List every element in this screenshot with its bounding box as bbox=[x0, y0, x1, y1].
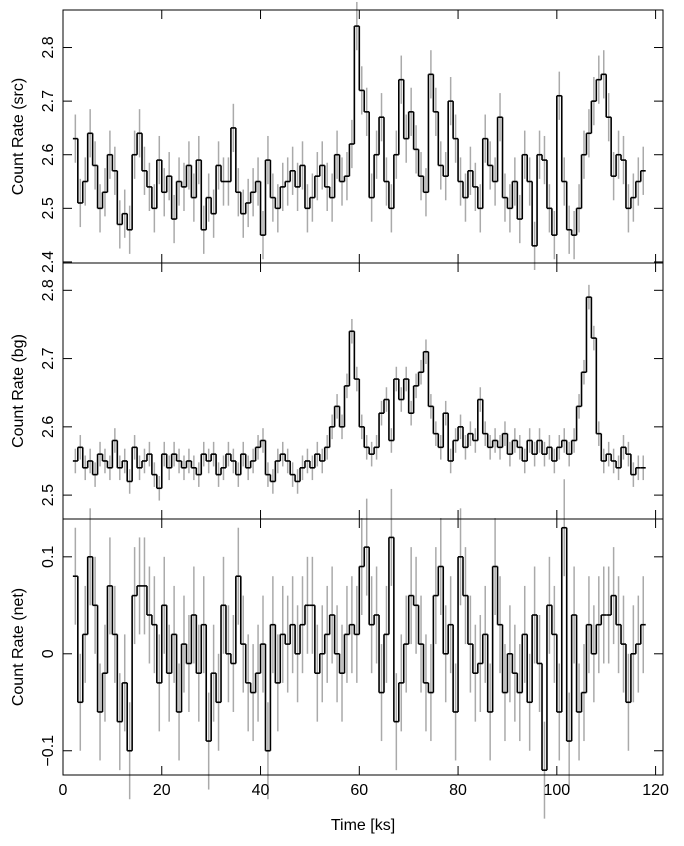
y-tick-label: 2.6 bbox=[40, 144, 57, 166]
panel-frame bbox=[62, 262, 664, 520]
x-tick-label: 0 bbox=[59, 782, 68, 799]
x-tick-label: 120 bbox=[642, 782, 669, 799]
y-tick-label: 2.5 bbox=[40, 484, 57, 506]
y-tick-label: 2.7 bbox=[40, 347, 57, 369]
y-axis-label: Count Rate (bg) bbox=[10, 334, 27, 448]
y-tick-label: 2.8 bbox=[40, 36, 57, 58]
y-tick-label: 0.1 bbox=[40, 546, 57, 568]
x-tick-label: 100 bbox=[543, 782, 570, 799]
x-tick-label: 60 bbox=[350, 782, 368, 799]
y-tick-label: 2.8 bbox=[40, 279, 57, 301]
panel-frame bbox=[62, 518, 664, 776]
y-tick-label: 2.7 bbox=[40, 90, 57, 112]
x-tick-label: 80 bbox=[449, 782, 467, 799]
y-tick-label: 2.4 bbox=[40, 251, 57, 273]
y-tick-label: 2.6 bbox=[40, 416, 57, 438]
y-tick-label: 0 bbox=[40, 649, 57, 658]
y-axis-label: Count Rate (net) bbox=[10, 588, 27, 706]
x-tick-label: 20 bbox=[153, 782, 171, 799]
x-axis-label: Time [ks] bbox=[331, 817, 395, 834]
y-tick-label: −0.1 bbox=[40, 735, 57, 767]
panel-frame bbox=[62, 9, 664, 264]
y-tick-label: 2.5 bbox=[40, 197, 57, 219]
x-tick-label: 40 bbox=[252, 782, 270, 799]
y-axis-label: Count Rate (src) bbox=[10, 78, 27, 195]
